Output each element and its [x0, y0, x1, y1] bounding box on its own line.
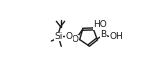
Text: Si: Si — [54, 32, 62, 41]
Text: O: O — [72, 35, 79, 44]
Text: HO: HO — [94, 20, 107, 29]
Text: OH: OH — [110, 32, 124, 41]
Text: O: O — [66, 32, 73, 41]
Text: B: B — [100, 30, 107, 39]
